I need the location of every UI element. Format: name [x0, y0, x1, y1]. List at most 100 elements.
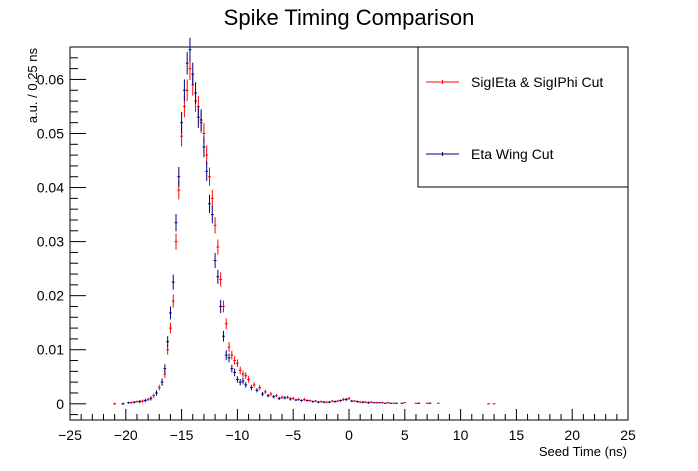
data-point [233, 368, 237, 377]
x-tick-label: 10 [453, 427, 469, 443]
data-point [205, 161, 209, 182]
data-point [350, 399, 354, 403]
data-point [358, 401, 362, 404]
data-point [208, 194, 211, 213]
data-point [210, 205, 214, 224]
data-point [160, 378, 164, 386]
data-point [436, 402, 440, 404]
data-point [266, 394, 270, 398]
data-point [272, 395, 276, 399]
data-point [132, 401, 136, 404]
data-point [174, 214, 178, 232]
data-point [417, 402, 421, 404]
y-tick-label: 0 [56, 396, 64, 412]
data-point [238, 378, 242, 386]
data-point [255, 388, 259, 393]
data-point [314, 399, 317, 403]
data-point [171, 274, 175, 290]
data-point [244, 372, 248, 379]
x-tick-label: −10 [226, 427, 250, 443]
data-point [277, 396, 281, 400]
legend-label: SigIEta & SigIPhi Cut [471, 74, 603, 90]
data-point [375, 401, 379, 404]
data-point [361, 401, 365, 404]
data-point [487, 403, 490, 405]
data-point [372, 402, 376, 404]
data-point [383, 402, 387, 404]
data-point [185, 51, 189, 75]
data-point [236, 376, 239, 383]
data-point [328, 401, 331, 404]
data-point [208, 167, 211, 186]
data-point [275, 394, 278, 398]
data-point [247, 376, 250, 383]
data-point [252, 382, 256, 388]
data-point [219, 299, 223, 313]
y-tick-label: 0.03 [37, 234, 64, 250]
data-point [230, 350, 234, 360]
x-tick-label: 0 [345, 427, 353, 443]
data-point [381, 401, 384, 404]
data-point [428, 402, 432, 404]
data-point [182, 79, 186, 102]
legend-box [417, 46, 629, 188]
x-tick-label: −25 [58, 427, 82, 443]
data-point [395, 402, 398, 404]
data-point [378, 402, 382, 404]
data-point [263, 389, 267, 395]
data-point [191, 62, 195, 86]
data-point [202, 136, 206, 158]
data-point [302, 397, 306, 402]
x-tick-label: −15 [170, 427, 194, 443]
data-point [188, 37, 192, 62]
data-point [146, 397, 150, 402]
data-point [389, 402, 393, 404]
data-point [311, 400, 315, 403]
data-point [283, 396, 287, 400]
data-point [316, 401, 320, 404]
data-point [238, 366, 242, 375]
data-point [344, 397, 348, 402]
data-point [149, 396, 153, 401]
data-point [213, 252, 217, 269]
data-point [177, 167, 181, 187]
x-tick-label: 5 [401, 427, 409, 443]
data-point [196, 106, 200, 129]
y-tick-label: 0.04 [37, 180, 64, 196]
x-axis-label: Seed Time (ns) [539, 444, 627, 459]
legend-entry: Eta Wing Cut [426, 146, 554, 162]
data-point [227, 342, 231, 352]
data-point [241, 377, 245, 385]
data-point [325, 401, 329, 404]
data-point [169, 322, 172, 334]
series-layer [113, 37, 496, 405]
data-point [353, 399, 356, 403]
data-point [369, 401, 373, 404]
data-point [297, 397, 301, 402]
data-point [289, 397, 292, 401]
data-point [199, 109, 203, 131]
data-point [367, 401, 370, 404]
data-point [355, 400, 359, 403]
x-tick-label: −20 [114, 427, 138, 443]
data-point [216, 239, 220, 255]
x-tick-label: 15 [509, 427, 525, 443]
data-point [210, 189, 214, 208]
data-point [400, 402, 404, 404]
data-point [347, 396, 351, 400]
data-point [185, 79, 189, 102]
data-point [403, 402, 407, 404]
data-point [258, 384, 262, 391]
data-point [129, 401, 133, 404]
data-point [113, 402, 117, 405]
data-point [227, 353, 231, 363]
data-point [166, 336, 170, 348]
data-point [194, 82, 197, 104]
data-point [414, 402, 418, 404]
data-point [171, 294, 175, 308]
data-point [230, 364, 234, 373]
x-tick-label: 20 [564, 427, 580, 443]
data-point [492, 403, 496, 405]
y-axis-label: a.u. / 0.25 ns [25, 48, 40, 124]
data-point [213, 217, 217, 234]
